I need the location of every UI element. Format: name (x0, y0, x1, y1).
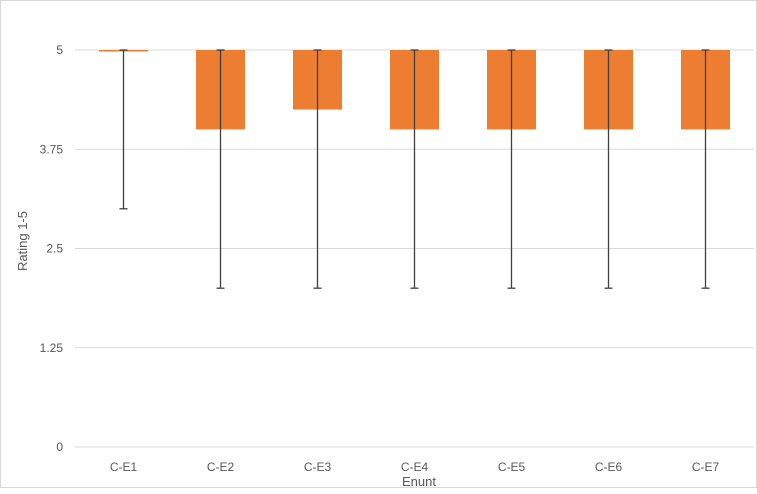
x-tick-label: C-E7 (692, 460, 720, 474)
y-tick-labels: 0 1.25 2.5 3.75 5 (40, 43, 64, 454)
y-tick-label: 2.5 (46, 242, 63, 256)
x-tick-label: C-E4 (401, 460, 429, 474)
y-axis-title: Rating 1-5 (15, 211, 30, 271)
y-tick-label: 5 (56, 43, 63, 57)
y-tick-label: 1.25 (40, 341, 64, 355)
x-tick-labels: C-E1 C-E2 C-E3 C-E4 C-E5 C-E6 C-E7 (110, 460, 720, 474)
error-bars (119, 49, 710, 289)
x-axis-title: Enunt (402, 474, 436, 489)
x-tick-label: C-E1 (110, 460, 138, 474)
y-tick-label: 3.75 (40, 142, 64, 156)
x-tick-label: C-E6 (595, 460, 623, 474)
x-tick-label: C-E2 (207, 460, 235, 474)
x-tick-label: C-E3 (304, 460, 332, 474)
x-tick-label: C-E5 (498, 460, 526, 474)
y-tick-label: 0 (56, 440, 63, 454)
